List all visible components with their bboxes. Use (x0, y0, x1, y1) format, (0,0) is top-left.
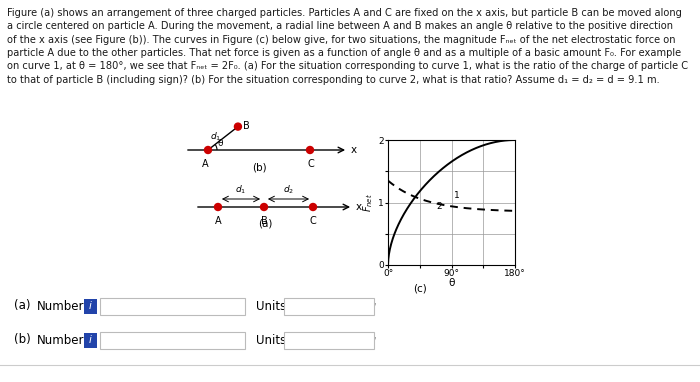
Text: 1: 1 (454, 191, 459, 199)
Text: ∨: ∨ (370, 335, 377, 345)
Text: (c): (c) (413, 283, 426, 293)
Text: C: C (309, 216, 316, 226)
Text: C: C (307, 159, 314, 169)
Bar (84, 333, 97, 348)
Text: (b): (b) (14, 333, 31, 346)
Bar (84, 299, 97, 314)
Text: Number: Number (37, 299, 85, 312)
Circle shape (234, 123, 241, 130)
Text: B: B (260, 216, 267, 226)
Circle shape (214, 204, 221, 210)
Text: i: i (89, 335, 92, 345)
Text: Units: Units (256, 299, 286, 312)
Text: $d_2$: $d_2$ (283, 183, 294, 196)
Text: $d_1$: $d_1$ (235, 183, 246, 196)
Text: (a): (a) (14, 299, 31, 312)
Text: $d_1$: $d_1$ (211, 130, 222, 142)
Text: A: A (202, 159, 209, 169)
Text: Number: Number (37, 333, 85, 346)
Text: x: x (351, 145, 357, 155)
Bar (284, 332, 374, 349)
Circle shape (260, 204, 267, 210)
Circle shape (307, 147, 314, 154)
Text: i: i (89, 301, 92, 311)
Text: (b): (b) (252, 162, 266, 172)
X-axis label: θ: θ (448, 278, 455, 288)
Bar (100, 298, 245, 315)
Text: θ: θ (217, 139, 223, 148)
Y-axis label: $F_{net}$: $F_{net}$ (361, 193, 375, 212)
Bar (100, 332, 245, 349)
Text: x: x (356, 202, 362, 212)
Text: Units: Units (256, 333, 286, 346)
Text: Figure (a) shows an arrangement of three charged particles. Particles A and C ar: Figure (a) shows an arrangement of three… (7, 8, 688, 85)
Text: B: B (243, 121, 250, 131)
Circle shape (204, 147, 211, 154)
Text: (a): (a) (258, 219, 273, 229)
Text: ∨: ∨ (370, 301, 377, 311)
Circle shape (309, 204, 316, 210)
Text: 2: 2 (436, 202, 442, 211)
Bar (284, 298, 374, 315)
Text: A: A (215, 216, 221, 226)
